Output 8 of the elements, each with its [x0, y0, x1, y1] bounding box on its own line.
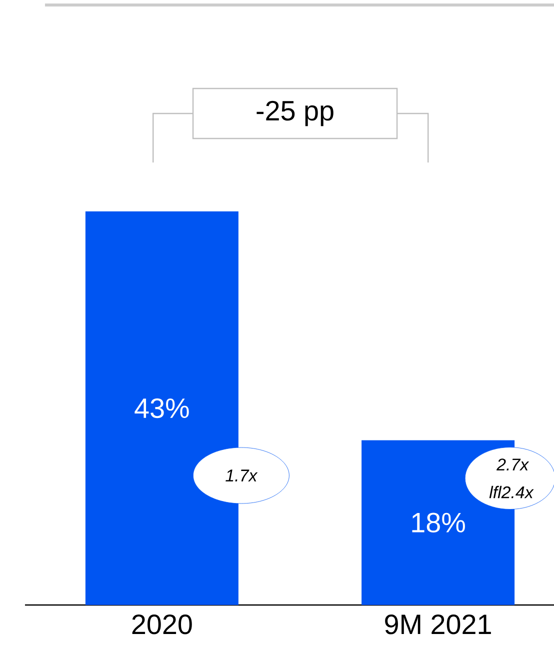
- data-label: 18%: [412, 512, 465, 532]
- x-tick-label: 9M 2021: [385, 614, 491, 634]
- text: -25 pp: [256, 100, 334, 126]
- annotation: 2.7x: [496, 458, 530, 470]
- annotation: lfl2.4x: [489, 486, 534, 498]
- data-label: 43%: [134, 398, 189, 418]
- x-tick-label: 2020: [132, 614, 192, 634]
- annotation: 1.7x: [226, 470, 258, 482]
